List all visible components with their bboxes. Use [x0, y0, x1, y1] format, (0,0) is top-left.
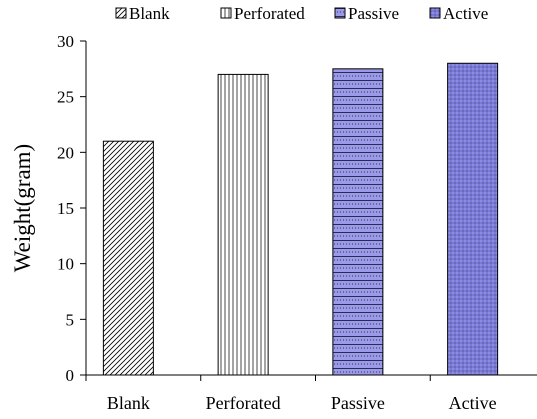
bar-perforated: [217, 73, 269, 376]
legend-item-perforated: Perforated: [220, 4, 305, 23]
legend-item-blank: Blank: [115, 4, 170, 23]
legend-label: Blank: [129, 4, 170, 23]
y-tick-label: 15: [57, 199, 74, 218]
y-tick-label: 20: [57, 143, 74, 162]
y-axis-label: Weight(gram): [10, 144, 35, 272]
y-tick-label: 25: [57, 88, 74, 107]
bar-passive: [332, 68, 384, 376]
legend-swatch: [115, 7, 127, 19]
legend-swatch: [334, 7, 346, 19]
x-axis: Blank Perforated Passive Active: [85, 374, 537, 413]
legend-label: Active: [443, 4, 488, 23]
legend-item-active: Active: [429, 4, 488, 23]
legend-label: Perforated: [234, 4, 305, 23]
y-tick-label: 30: [57, 32, 74, 51]
x-tick-label: Passive: [331, 393, 385, 413]
y-tick-label: 0: [66, 366, 75, 385]
x-tick-label: Active: [449, 393, 497, 413]
x-tick-label: Perforated: [206, 393, 281, 413]
bar-blank: [102, 140, 154, 376]
legend-swatch: [220, 7, 232, 19]
y-tick-label: 10: [57, 255, 74, 274]
bar-active: [447, 62, 499, 376]
y-axis: 0 5 10 15 20 25 30: [57, 32, 87, 385]
chart-legend: Blank Perforated Passive Active: [115, 4, 488, 23]
legend-item-passive: Passive: [334, 4, 399, 23]
legend-label: Passive: [348, 4, 399, 23]
y-tick-label: 5: [66, 310, 75, 329]
legend-swatch: [429, 7, 441, 19]
x-tick-label: Blank: [107, 393, 150, 413]
bars-group: [102, 62, 499, 376]
